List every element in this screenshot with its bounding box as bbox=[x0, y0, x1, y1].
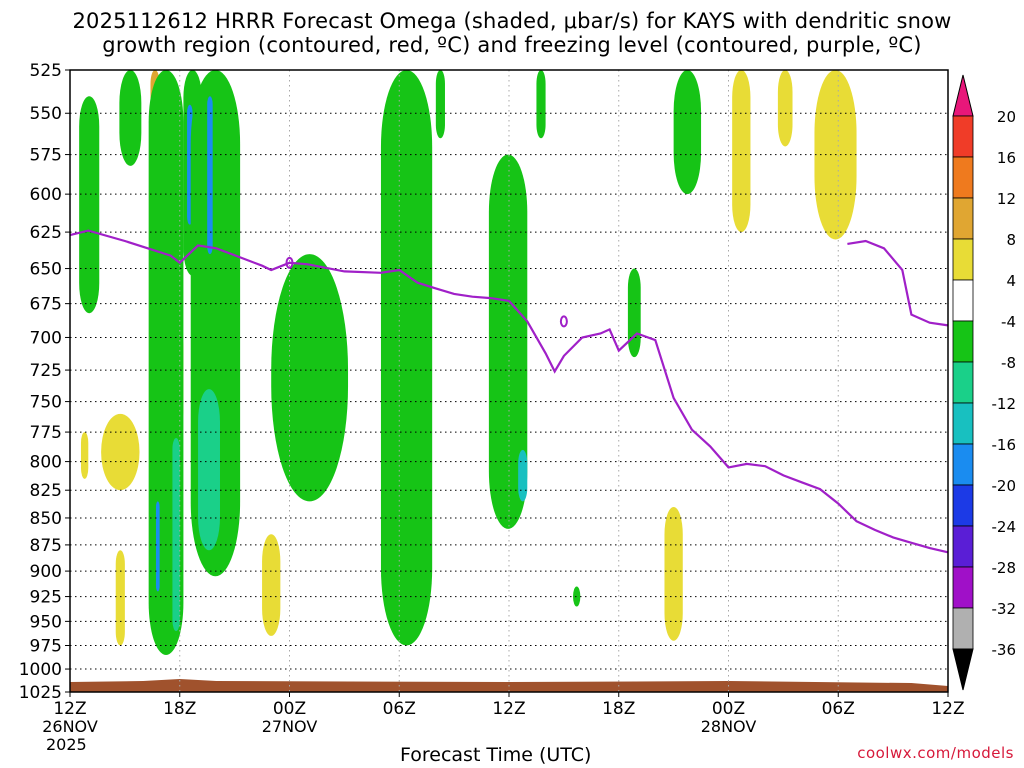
freezing-level-line bbox=[69, 229, 949, 554]
colorbar-label: -8 bbox=[1001, 354, 1016, 372]
negative-omega-region-18 bbox=[573, 586, 581, 607]
colorbar-segment bbox=[952, 566, 974, 609]
colorbar-label: -24 bbox=[992, 518, 1017, 536]
negative-omega-region-3 bbox=[172, 438, 180, 632]
negative-omega-region-16 bbox=[627, 268, 641, 358]
x-tick-label: 12Z bbox=[492, 699, 525, 719]
y-tick-label: 525 bbox=[30, 61, 62, 81]
y-tick-label: 775 bbox=[30, 423, 62, 443]
colorbar-label: 4 bbox=[1006, 272, 1016, 290]
freezing-level-branch bbox=[847, 239, 949, 327]
colorbar-bottom-arrow bbox=[952, 648, 974, 691]
positive-omega-region-7 bbox=[777, 70, 793, 147]
y-tick-label: 975 bbox=[30, 637, 62, 657]
positive-omega-region-2 bbox=[115, 550, 125, 646]
x-tick-label: 18Z bbox=[163, 699, 196, 719]
positive-omega-region-0 bbox=[101, 413, 140, 491]
negative-omega-region-8 bbox=[198, 389, 220, 551]
colorbar-segment bbox=[952, 525, 974, 568]
y-tick-label: 1025 bbox=[19, 683, 62, 703]
x-tick-label: 06Z bbox=[822, 699, 855, 719]
credit-link[interactable]: coolwx.com/models bbox=[857, 744, 1014, 762]
x-axis-title: Forecast Time (UTC) bbox=[400, 744, 592, 766]
x-tick-label: 00Z bbox=[712, 699, 745, 719]
colorbar-label: 20 bbox=[997, 108, 1016, 126]
freezing-level-loop bbox=[285, 256, 294, 269]
y-tick-label: 925 bbox=[30, 588, 62, 608]
negative-omega-region-9 bbox=[207, 96, 213, 255]
negative-omega-region-15 bbox=[536, 70, 546, 139]
negative-omega-region-13 bbox=[518, 449, 528, 502]
colorbar-segment bbox=[952, 402, 974, 445]
chart-title-line2: growth region (contoured, red, ºC) and f… bbox=[102, 33, 922, 57]
x-tick-date: 27NOV bbox=[262, 717, 318, 736]
x-tick-year: 2025 bbox=[46, 735, 87, 754]
x-tick-date: 26NOV bbox=[42, 717, 98, 736]
x-tick-date: 28NOV bbox=[701, 717, 757, 736]
x-tick-label: 12Z bbox=[53, 699, 86, 719]
colorbar-segment bbox=[952, 443, 974, 486]
x-tick-label: 00Z bbox=[273, 699, 306, 719]
colorbar-segment bbox=[952, 320, 974, 363]
y-tick-label: 575 bbox=[30, 146, 62, 166]
negative-omega-region-12 bbox=[488, 154, 528, 529]
x-tick-label: 12Z bbox=[931, 699, 964, 719]
plot-frame bbox=[69, 69, 949, 693]
positive-omega-region-4 bbox=[262, 534, 281, 636]
colorbar-label: 16 bbox=[997, 149, 1016, 167]
colorbar-label: -12 bbox=[992, 395, 1017, 413]
colorbar-label: -4 bbox=[1001, 313, 1016, 331]
y-tick-label: 900 bbox=[30, 562, 62, 582]
colorbar-segment bbox=[952, 115, 974, 158]
negative-omega-region-0 bbox=[79, 96, 100, 314]
colorbar-top-arrow bbox=[952, 74, 974, 117]
negative-omega-region-1 bbox=[119, 70, 142, 166]
freezing-level-loop bbox=[559, 315, 568, 328]
chart-title-line1: 2025112612 HRRR Forecast Omega (shaded, … bbox=[72, 9, 952, 33]
y-tick-label: 725 bbox=[30, 361, 62, 381]
y-tick-label: 1000 bbox=[19, 660, 62, 680]
positive-omega-region-1 bbox=[80, 432, 89, 479]
colorbar-label: -32 bbox=[992, 600, 1017, 618]
colorbar-segment bbox=[952, 361, 974, 404]
colorbar-segment bbox=[952, 607, 974, 650]
colorbar-segment bbox=[952, 156, 974, 199]
y-tick-label: 850 bbox=[30, 509, 62, 529]
y-tick-label: 750 bbox=[30, 393, 62, 413]
colorbar-label: -16 bbox=[992, 436, 1017, 454]
colorbar-label: -20 bbox=[992, 477, 1017, 495]
x-tick-label: 18Z bbox=[602, 699, 635, 719]
positive-omega-region-5 bbox=[664, 506, 683, 641]
y-tick-label: 825 bbox=[30, 481, 62, 501]
colorbar-segment bbox=[952, 279, 974, 322]
y-tick-label: 675 bbox=[30, 295, 62, 315]
y-tick-label: 950 bbox=[30, 612, 62, 632]
x-tick-label: 06Z bbox=[383, 699, 416, 719]
negative-omega-region-11 bbox=[380, 70, 433, 646]
colorbar-segment bbox=[952, 197, 974, 240]
colorbar-segment bbox=[952, 238, 974, 281]
negative-omega-region-10 bbox=[271, 254, 349, 502]
y-tick-label: 700 bbox=[30, 328, 62, 348]
positive-omega-region-6 bbox=[732, 70, 751, 233]
negative-omega-region-4 bbox=[155, 501, 160, 592]
colorbar-segment bbox=[952, 484, 974, 527]
negative-omega-region-14 bbox=[435, 70, 445, 139]
y-tick-label: 600 bbox=[30, 185, 62, 205]
y-tick-label: 875 bbox=[30, 536, 62, 556]
colorbar-label: -36 bbox=[992, 641, 1017, 659]
colorbar-label: 12 bbox=[997, 190, 1016, 208]
negative-omega-region-17 bbox=[673, 70, 702, 195]
y-tick-label: 550 bbox=[30, 104, 62, 124]
y-tick-label: 625 bbox=[30, 223, 62, 243]
colorbar-label: 8 bbox=[1006, 231, 1016, 249]
y-tick-label: 650 bbox=[30, 260, 62, 280]
colorbar-label: -28 bbox=[992, 559, 1017, 577]
y-tick-label: 800 bbox=[30, 453, 62, 473]
